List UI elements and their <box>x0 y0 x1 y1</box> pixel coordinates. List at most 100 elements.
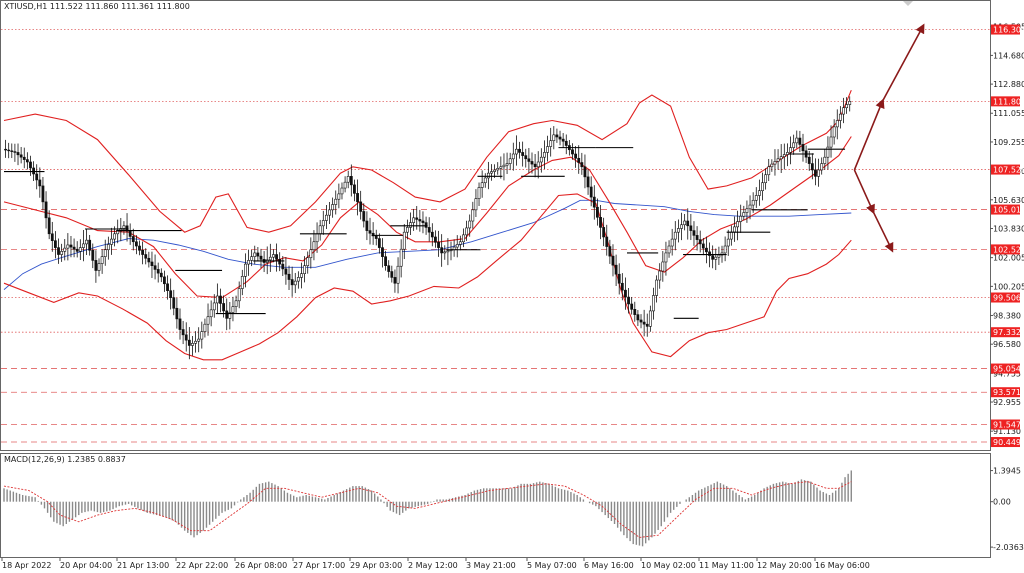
candle-body <box>717 254 721 258</box>
projection-arrow <box>853 98 885 171</box>
candle-body <box>764 174 768 184</box>
candle-body <box>284 268 288 275</box>
level-label: 95.054 <box>993 365 1021 374</box>
candle-body <box>393 277 397 284</box>
candle-body <box>477 187 481 199</box>
candle-body <box>754 195 758 201</box>
candle-body <box>848 101 852 105</box>
candle-body <box>110 238 113 245</box>
time-tick-label: 16 May 06:00 <box>815 561 870 570</box>
candle-body <box>60 251 64 255</box>
candle-body <box>106 244 110 251</box>
candle-body <box>555 134 559 138</box>
candle-body <box>293 280 297 286</box>
candle-body <box>782 154 786 157</box>
candle-body <box>234 300 238 307</box>
candle-body <box>786 152 789 155</box>
candle-body <box>483 177 487 184</box>
candle-body <box>742 212 746 217</box>
time-tick-label: 21 Apr 13:00 <box>117 561 169 570</box>
candle-body <box>231 306 235 313</box>
candle-body <box>387 265 391 272</box>
ma200-line <box>3 199 852 290</box>
price-tick-label: 105.630 <box>993 196 1024 205</box>
candle-body <box>695 235 699 240</box>
candle-body <box>240 276 244 289</box>
candle-body <box>256 252 260 257</box>
candle-body <box>511 153 515 160</box>
candle-body <box>184 334 188 341</box>
candle-body <box>215 295 219 304</box>
candle-body <box>181 329 185 336</box>
candle-body <box>826 146 830 158</box>
candle-body <box>761 182 764 192</box>
candle-body <box>652 295 655 312</box>
candle-body <box>331 204 335 211</box>
candle-body <box>32 167 35 175</box>
candle-body <box>499 166 503 169</box>
candle-body <box>228 312 232 319</box>
candle-body <box>4 148 7 151</box>
level-label: 93.571 <box>993 388 1021 397</box>
candle-body <box>490 171 493 174</box>
candle-body <box>471 209 475 222</box>
price-pane-frame[interactable] <box>0 0 991 451</box>
candle-body <box>596 206 599 218</box>
candle-body <box>723 245 727 254</box>
candle-body <box>159 272 163 278</box>
candle-body <box>405 227 409 233</box>
candle-body <box>745 208 749 213</box>
candle-body <box>577 157 581 163</box>
candle-body <box>197 338 201 342</box>
scroll-marker-icon[interactable] <box>903 1 913 6</box>
candle-body <box>620 282 624 291</box>
level-label: 116.301 <box>993 26 1024 35</box>
candle-body <box>624 289 627 298</box>
candle-body <box>156 269 160 274</box>
candle-body <box>225 310 229 319</box>
candle-body <box>670 238 674 247</box>
candle-body <box>838 113 842 121</box>
candle-body <box>259 255 263 260</box>
candle-body <box>72 246 76 250</box>
macd-tick-label: 0.00 <box>993 498 1011 507</box>
candle-body <box>222 303 226 312</box>
macd-pane-frame[interactable] <box>0 453 991 558</box>
chart-header: XTIUSD,H1 111.522 111.860 111.361 111.80… <box>4 2 190 11</box>
candle-body <box>147 257 151 263</box>
candle-body <box>321 220 325 227</box>
candle-body <box>708 251 711 256</box>
candle-body <box>546 146 549 153</box>
candle-body <box>639 319 643 323</box>
candle-body <box>163 276 166 285</box>
candle-body <box>496 168 500 171</box>
candle-body <box>356 193 359 203</box>
candle-body <box>237 288 241 302</box>
candle-body <box>518 148 521 153</box>
candle-body <box>533 163 537 168</box>
candle-body <box>592 196 596 208</box>
macd-signal <box>3 481 852 538</box>
candle-body <box>430 231 434 238</box>
candle-body <box>561 138 565 142</box>
price-tick-label: 94.755 <box>993 369 1021 378</box>
candle-body <box>558 136 562 140</box>
candle-body <box>776 158 780 162</box>
candle-body <box>122 225 126 229</box>
time-tick-label: 12 May 20:00 <box>757 561 812 570</box>
projection-arrow <box>872 211 894 253</box>
candle-body <box>381 247 384 257</box>
candle-body <box>636 314 640 321</box>
price-tick-label: 92.955 <box>993 398 1021 407</box>
candle-body <box>368 230 372 234</box>
candle-body <box>346 176 350 183</box>
time-tick-label: 29 Apr 03:00 <box>350 561 402 570</box>
candle-body <box>424 222 428 228</box>
candle-body <box>384 256 387 266</box>
candle-body <box>138 245 141 251</box>
candle-body <box>798 137 802 145</box>
candle-body <box>602 227 606 238</box>
level-label: 111.800 <box>993 97 1024 106</box>
candle-body <box>642 321 646 325</box>
candle-body <box>100 256 104 264</box>
